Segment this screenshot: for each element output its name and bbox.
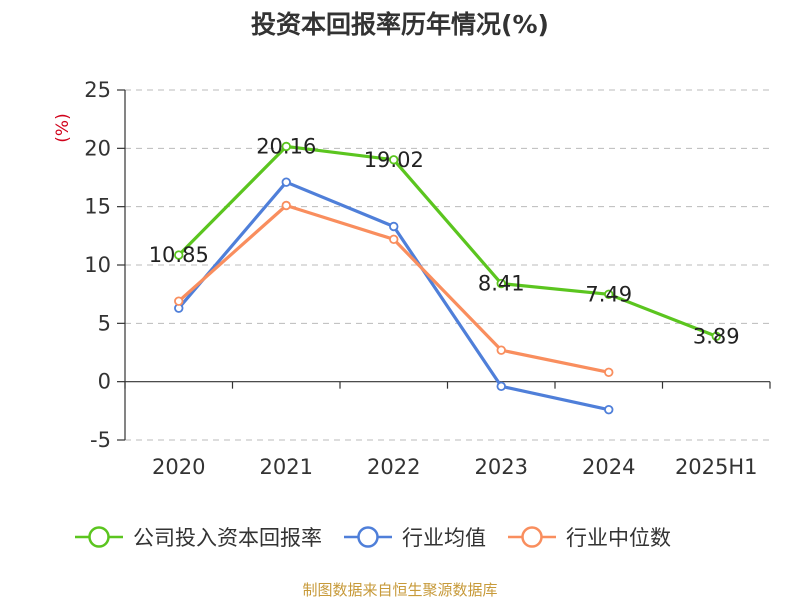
y-tick-label: 0 — [98, 370, 111, 394]
y-axis-label: (%) — [53, 113, 73, 142]
data-point — [281, 177, 291, 187]
data-label: 10.85 — [149, 243, 209, 267]
x-tick-label: 2021 — [260, 455, 313, 479]
data-point — [496, 278, 506, 289]
data-label: 19.02 — [364, 148, 424, 172]
legend-label: 行业中位数 — [566, 526, 671, 550]
series-line — [177, 180, 610, 412]
legend-marker — [357, 526, 379, 548]
y-tick-label: 5 — [98, 311, 111, 335]
data-point — [496, 345, 506, 355]
data-point — [711, 331, 721, 341]
data-label: 8.41 — [478, 272, 525, 296]
x-tick-label: 2022 — [367, 455, 420, 479]
y-tick-label: 20 — [84, 136, 111, 160]
legend-marker — [521, 526, 543, 548]
data-point — [604, 404, 614, 415]
data-point — [281, 141, 291, 152]
data-point — [281, 200, 291, 211]
data-labels: 10.85 20.16 19.02 8.41 7.49 3.89 — [149, 134, 740, 348]
data-point — [496, 381, 506, 392]
data-label: 20.16 — [256, 134, 316, 158]
data-point — [604, 367, 614, 378]
data-point — [174, 250, 184, 260]
y-tick-label: 25 — [84, 78, 111, 102]
data-point — [389, 221, 399, 232]
data-label: 3.89 — [693, 324, 740, 348]
chart-title: 投资本回报率历年情况(%) — [251, 10, 549, 39]
legend: 公司投入资本回报率 行业均值 行业中位数 — [75, 526, 671, 550]
x-tick-label: 2025H1 — [675, 455, 758, 479]
x-tick-label: 2023 — [475, 455, 528, 479]
y-tick-label: -5 — [90, 428, 111, 452]
series-layer — [174, 141, 721, 415]
y-tick-label: 10 — [84, 253, 111, 277]
grid-lines — [125, 89, 770, 441]
data-point — [389, 155, 399, 165]
axes: 25 20 15 10 5 0 -5 2020 2021 2022 2023 2024 2025H1 — [84, 78, 771, 479]
legend-marker — [88, 526, 110, 548]
series-line — [177, 144, 717, 338]
y-tick-label: 15 — [84, 195, 111, 219]
x-tick-label: 2020 — [152, 455, 205, 479]
legend-label: 行业均值 — [402, 526, 486, 550]
x-tick-label: 2024 — [582, 455, 635, 479]
data-point — [174, 296, 184, 306]
legend-label: 公司投入资本回报率 — [133, 526, 322, 550]
data-point — [604, 289, 614, 299]
source-note: 制图数据来自恒生聚源数据库 — [302, 581, 497, 599]
data-label: 7.49 — [585, 282, 632, 306]
data-point — [389, 234, 399, 245]
